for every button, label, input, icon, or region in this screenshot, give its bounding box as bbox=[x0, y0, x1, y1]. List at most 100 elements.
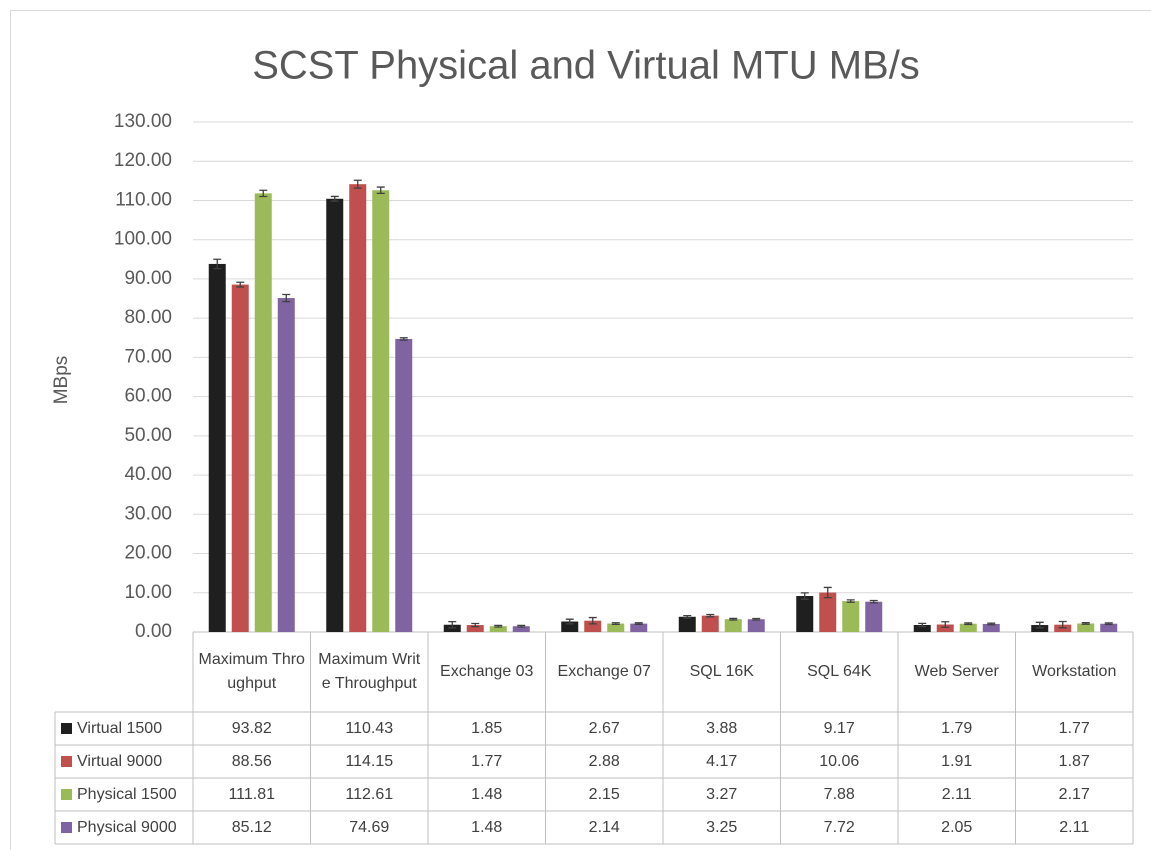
category-label: Web Server bbox=[914, 663, 999, 680]
table-value: 1.48 bbox=[471, 818, 503, 836]
bar bbox=[1077, 623, 1095, 632]
legend-entry: Physical 9000 bbox=[55, 811, 193, 844]
legend-label: Virtual 9000 bbox=[77, 752, 163, 770]
table-value: 74.69 bbox=[349, 818, 390, 836]
error-bar bbox=[517, 624, 526, 628]
y-tick-label: 30.00 bbox=[124, 503, 172, 524]
error-bar bbox=[918, 622, 927, 628]
bar bbox=[349, 184, 367, 632]
chart-title: SCST Physical and Virtual MTU MB/s bbox=[252, 44, 920, 88]
category-label: Exchange 07 bbox=[557, 663, 651, 680]
y-tick-label: 20.00 bbox=[124, 543, 172, 564]
table-value: 7.72 bbox=[823, 818, 855, 836]
bar bbox=[796, 596, 814, 632]
bar bbox=[489, 626, 507, 632]
table-value: 2.05 bbox=[941, 818, 973, 836]
legend-label: Virtual 1500 bbox=[77, 719, 163, 737]
bar bbox=[208, 263, 226, 632]
legend-swatch bbox=[61, 822, 72, 833]
category-label: Maximum Write Throughput bbox=[318, 651, 421, 692]
error-bar bbox=[941, 621, 950, 628]
legend-entry: Virtual 9000 bbox=[55, 745, 193, 778]
bar bbox=[747, 619, 765, 632]
bar bbox=[561, 621, 579, 632]
legend-label: Physical 9000 bbox=[77, 818, 177, 836]
bar bbox=[982, 623, 1000, 632]
table-value: 1.48 bbox=[471, 785, 503, 803]
error-bar bbox=[471, 622, 480, 628]
category-label: Exchange 03 bbox=[440, 663, 534, 680]
bar bbox=[254, 193, 272, 632]
legend-swatch bbox=[61, 723, 72, 734]
category-label: SQL 64K bbox=[807, 663, 872, 680]
bar bbox=[819, 592, 837, 632]
bar bbox=[701, 615, 719, 632]
legend-swatch bbox=[61, 756, 72, 767]
legend-swatch bbox=[61, 789, 72, 800]
table-value: 1.77 bbox=[471, 752, 503, 770]
y-axis-label: MBps bbox=[51, 356, 72, 405]
error-bar bbox=[330, 195, 339, 202]
error-bar bbox=[964, 622, 973, 626]
table-value: 2.14 bbox=[588, 818, 620, 836]
table-value: 7.88 bbox=[823, 785, 855, 803]
table-value: 3.88 bbox=[706, 719, 738, 737]
legend-label: Physical 1500 bbox=[77, 785, 177, 803]
category-label: Maximum Throughput bbox=[198, 651, 305, 692]
error-bar bbox=[236, 281, 245, 288]
table-value: 85.12 bbox=[231, 818, 272, 836]
error-bar bbox=[846, 599, 855, 603]
y-tick-label: 40.00 bbox=[124, 464, 172, 485]
table-value: 1.77 bbox=[1058, 719, 1090, 737]
bar bbox=[231, 284, 249, 632]
bar bbox=[607, 623, 625, 632]
error-bar bbox=[987, 622, 996, 626]
table-value: 112.61 bbox=[345, 785, 394, 803]
table-value: 2.88 bbox=[588, 752, 620, 770]
table-value: 93.82 bbox=[231, 719, 272, 737]
table-value: 110.43 bbox=[345, 719, 394, 737]
error-bar bbox=[1035, 621, 1044, 629]
table-value: 3.27 bbox=[706, 785, 738, 803]
error-bar bbox=[353, 179, 362, 189]
table-value: 1.79 bbox=[941, 719, 973, 737]
bar bbox=[466, 625, 484, 632]
table-value: 111.81 bbox=[228, 785, 276, 803]
error-bar bbox=[448, 620, 457, 629]
error-bar bbox=[823, 586, 832, 599]
bar bbox=[630, 623, 648, 632]
error-bar bbox=[1058, 620, 1067, 629]
table-value: 2.11 bbox=[941, 785, 972, 803]
bar bbox=[842, 601, 860, 632]
category-label: Workstation bbox=[1032, 663, 1117, 680]
bar bbox=[959, 623, 977, 632]
bar bbox=[724, 619, 742, 632]
category-label: SQL 16K bbox=[689, 663, 754, 680]
table-value: 4.17 bbox=[706, 752, 738, 770]
legend-entry: Virtual 1500 bbox=[55, 712, 193, 745]
table-value: 2.17 bbox=[1058, 785, 1090, 803]
bar bbox=[277, 298, 295, 632]
error-bar bbox=[800, 592, 809, 600]
y-tick-label: 0.00 bbox=[135, 621, 172, 642]
error-bar bbox=[683, 614, 692, 619]
y-tick-label: 120.00 bbox=[114, 150, 172, 171]
y-tick-label: 10.00 bbox=[124, 582, 172, 603]
y-tick-label: 60.00 bbox=[124, 386, 172, 407]
bar bbox=[512, 626, 530, 632]
error-bar bbox=[634, 622, 643, 626]
bar bbox=[1031, 625, 1049, 632]
error-bar bbox=[1081, 622, 1090, 625]
bar bbox=[584, 620, 602, 632]
bar bbox=[372, 190, 390, 633]
legend-entry: Physical 1500 bbox=[55, 778, 193, 811]
y-tick-label: 70.00 bbox=[124, 346, 172, 367]
error-bar bbox=[494, 624, 503, 628]
bar bbox=[913, 624, 931, 632]
error-bar bbox=[213, 258, 222, 270]
error-bar bbox=[376, 186, 385, 195]
table-value: 9.17 bbox=[823, 719, 855, 737]
table-value: 1.87 bbox=[1058, 752, 1090, 770]
bar bbox=[326, 198, 344, 633]
